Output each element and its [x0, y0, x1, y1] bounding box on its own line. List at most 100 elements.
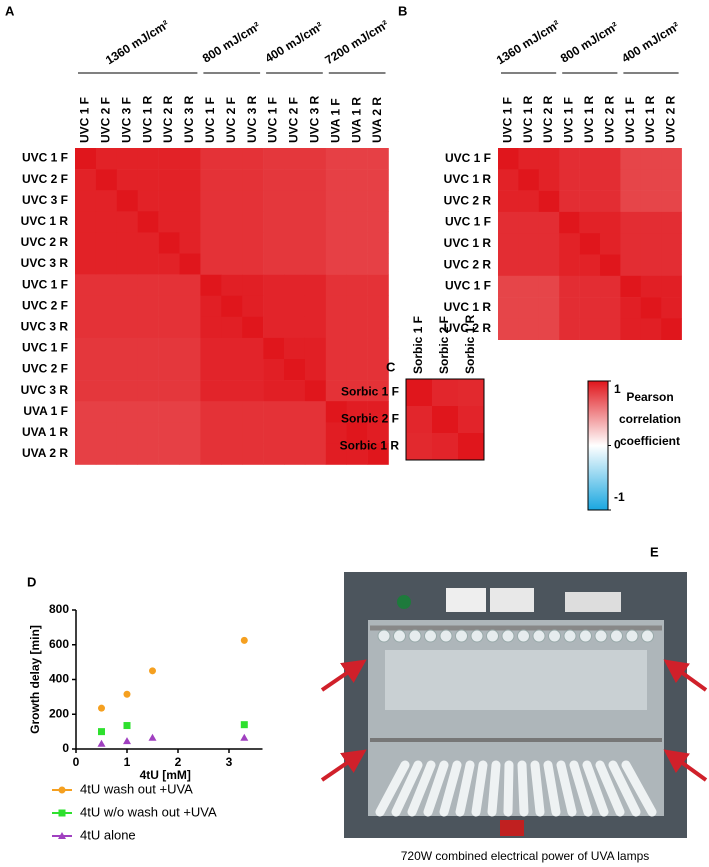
- heatmap-cell: [116, 422, 138, 444]
- heatmap-cell: [600, 254, 621, 277]
- heatmap-cell: [620, 190, 642, 213]
- heatmap-cell: [263, 169, 285, 191]
- heatmap-cell: [367, 253, 389, 275]
- x-tick-label: 0: [73, 755, 80, 769]
- heatmap-cell: [620, 148, 642, 170]
- heatmap-cell: [304, 337, 327, 360]
- heatmap-cell: [284, 253, 306, 275]
- heatmap-cell: [179, 422, 201, 444]
- heatmap-cell: [158, 422, 180, 444]
- heatmap-cell: [200, 380, 222, 402]
- heatmap-cell: [116, 443, 138, 465]
- row-label: Sorbic 1 F: [341, 385, 399, 399]
- heatmap-cell: [367, 401, 389, 423]
- heatmap-cell: [498, 211, 519, 234]
- heatmap-cell: [75, 232, 97, 254]
- heatmap-cell: [221, 422, 243, 444]
- heatmap-cell: [640, 318, 662, 340]
- heatmap-cell: [304, 232, 327, 254]
- heatmap-cell: [200, 148, 222, 170]
- heatmap-cell: [158, 295, 180, 318]
- heatmap-cell: [559, 190, 580, 213]
- heatmap-cell: [367, 274, 389, 296]
- row-label: UVC 3 F: [22, 193, 68, 207]
- back-wall: [385, 650, 647, 710]
- heatmap-cell: [325, 253, 347, 275]
- column-label: Sorbic 1 R: [463, 314, 477, 374]
- lamp: [393, 629, 406, 643]
- column-label: UVC 1 R: [140, 95, 154, 143]
- group-label: 800 mJ/cm²: [200, 19, 263, 66]
- heatmap-cell: [304, 422, 327, 444]
- heatmap-cell: [242, 148, 264, 170]
- heatmap-cell: [200, 443, 222, 465]
- heatmap-cell: [538, 211, 560, 234]
- heatmap-cell: [116, 401, 138, 423]
- heatmap-cell: [346, 148, 368, 170]
- heatmap-cell: [325, 316, 347, 339]
- row-label: UVC 3 R: [21, 256, 69, 270]
- heatmap-cell: [640, 190, 662, 213]
- heatmap-cell: [406, 406, 433, 434]
- arrow: [663, 659, 708, 692]
- heatmap-cell: [538, 233, 560, 255]
- heatmap-cell: [620, 254, 642, 277]
- heatmap-cell: [640, 254, 662, 277]
- heatmap-cell: [200, 337, 222, 360]
- heatmap-cell: [95, 380, 118, 402]
- lamp: [517, 760, 529, 817]
- heatmap-cell: [242, 422, 264, 444]
- lamp: [530, 760, 545, 817]
- row-label: Sorbic 2 F: [341, 412, 399, 426]
- column-label: UVC 2 F: [224, 97, 238, 143]
- heatmap-cell: [367, 148, 389, 170]
- heatmap-cell: [600, 190, 621, 213]
- heatmap-cell: [95, 148, 118, 170]
- heatmap-cell: [158, 190, 180, 212]
- heatmap-cell: [559, 254, 580, 277]
- heatmap-cell: [179, 295, 201, 318]
- lamp: [408, 629, 422, 643]
- point: [240, 721, 248, 729]
- column-label: UVC 2 R: [602, 95, 616, 143]
- lamp: [377, 629, 391, 643]
- row-label: UVA 2 R: [22, 446, 68, 460]
- heatmap-cell: [179, 253, 201, 275]
- heatmap-cell: [346, 274, 368, 296]
- heatmap-cell: [263, 211, 285, 233]
- lamp: [501, 629, 515, 643]
- column-label: UVC 1 R: [582, 95, 596, 143]
- heatmap-cell: [200, 401, 222, 423]
- heatmap-cell: [95, 316, 118, 339]
- point: [123, 737, 131, 745]
- heatmap-cell: [518, 233, 540, 255]
- sticker: [490, 588, 534, 612]
- heatmap-cell: [221, 148, 243, 170]
- heatmap-cell: [538, 254, 560, 277]
- heatmap-cell: [661, 148, 682, 170]
- heatmap-cell: [95, 169, 118, 191]
- heatmap-cell: [367, 211, 389, 233]
- heatmap-cell: [620, 169, 642, 191]
- heatmap-cell: [263, 401, 285, 423]
- heatmap-cell: [661, 275, 682, 298]
- point: [240, 733, 249, 741]
- heatmap-cell: [518, 169, 540, 191]
- heatmap-cell: [95, 443, 118, 465]
- heatmap-cell: [579, 190, 601, 213]
- row-label: UVC 1 F: [22, 277, 68, 291]
- heatmap-cell: [304, 253, 327, 275]
- heatmap-cell: [137, 380, 159, 402]
- column-label: UVC 1 F: [266, 97, 280, 143]
- heatmap-cell: [661, 318, 682, 340]
- heatmap-cell: [304, 274, 327, 296]
- lamp: [548, 629, 561, 643]
- lamp: [375, 760, 410, 817]
- group-label: 1360 mJ/cm²: [494, 17, 563, 67]
- heatmap-cell: [458, 379, 485, 407]
- heatmap-cell: [263, 148, 285, 170]
- lamp: [503, 760, 514, 817]
- heatmap-cell: [325, 232, 347, 254]
- heatmap-cell: [304, 190, 327, 212]
- heatmap-cell: [263, 316, 285, 339]
